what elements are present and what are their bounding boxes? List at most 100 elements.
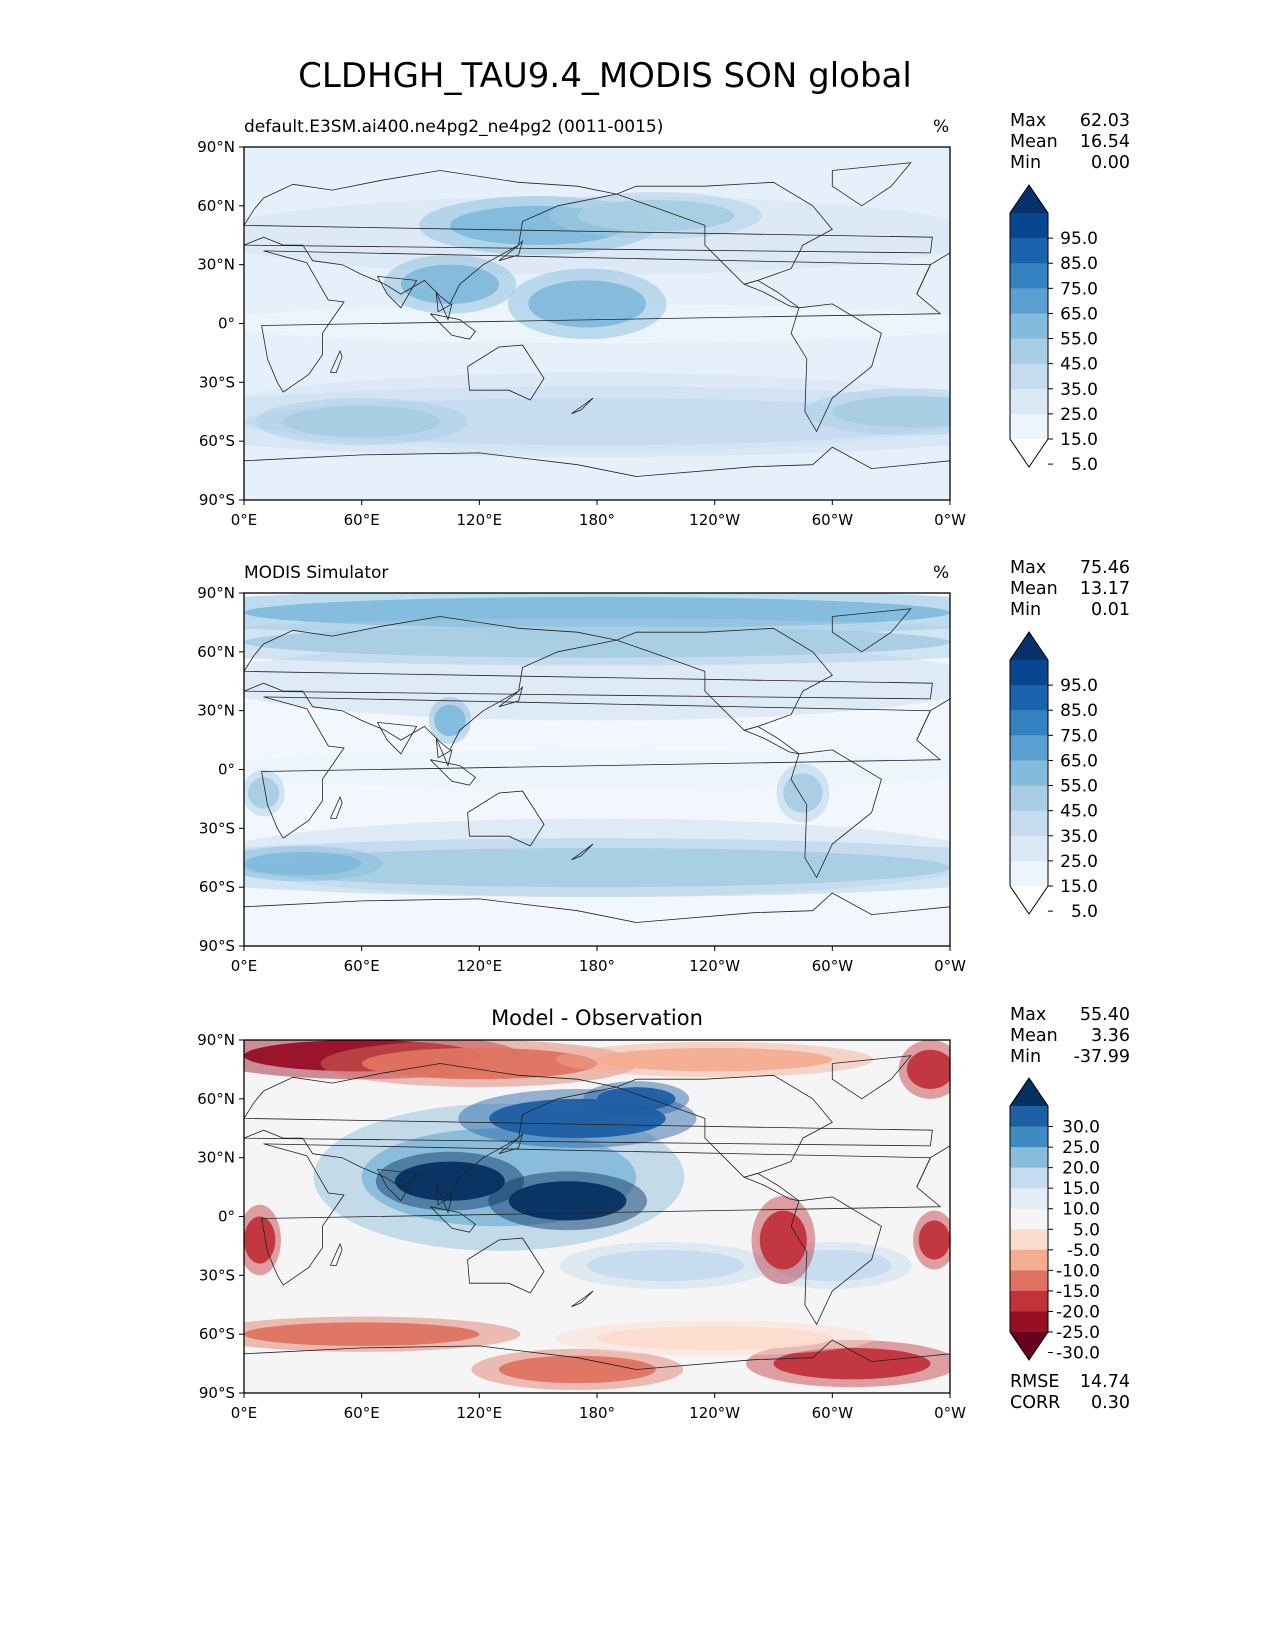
panel3-colorbar-label-6: -5.0 [1067,1241,1100,1261]
panel1-xtick-label-0: 0°E [231,511,258,529]
panel3-colorbar-top-extend [1010,1078,1048,1106]
panel2-ytick-label-6: 90°S [199,937,235,955]
panel3-ytick-label-0: 90°N [197,1031,235,1049]
panel1-colorbar-label-9: 5.0 [1071,455,1098,475]
panel2-xtick-label-1: 60°E [344,957,380,975]
panel1-ytick-label-6: 90°S [199,491,235,509]
panel1-colorbar-seg-5 [1010,338,1048,365]
panel1-stat-max-value: 62.03 [1079,111,1130,131]
panel3-plot: 0°E 60°E 120°E 180° 120°W 60°W 0°W 90°N 60°N 30°N… [197,1031,966,1422]
panel1-colorbar-seg-2 [1010,263,1048,289]
panel2-stat-mean-value: 13.17 [1079,579,1130,599]
panel3-coast-japan [498,1132,524,1155]
panel2-colorbar-seg-6 [1010,810,1048,837]
panel1-coast-africa [261,250,942,393]
panel3-colorbar: 30.025.020.015.010.05.0-5.0-10.0-15.0-20… [1009,1077,1100,1364]
panel3-stat-max-label: Max [1010,1005,1047,1025]
panel1-colorbar-seg-3 [1010,288,1048,314]
panel2-colorbar-label-8: 15.0 [1060,877,1098,897]
panel3-colorbar-label-3: 15.0 [1062,1179,1100,1199]
panel2-ytick-label-5: 60°S [199,878,235,896]
panel3-ytick-label-2: 30°N [197,1149,235,1167]
panel1-colorbar-seg-7 [1010,388,1048,415]
panel3-title: Model - Observation [491,1006,703,1030]
panel2-coast-seasia [435,737,453,767]
panel1-coast-seasia [435,291,453,321]
panel3-ytick-label-6: 90°S [199,1384,235,1402]
panel3-coast-eurasia [244,1063,933,1198]
panel3-coast-africa-west [916,1145,950,1188]
panel3-corr-value: 0.30 [1091,1393,1130,1413]
panel3-xtick-label-3: 180° [579,1404,615,1422]
panel2-blob-2 [244,847,950,888]
panel2-xtick-label-6: 0°W [934,957,966,975]
panel3-coast-australia [467,1237,545,1294]
panel3-rmse-value: 14.74 [1079,1372,1130,1392]
panel2-blob-0 [244,596,950,629]
panel2-colorbar-label-2: 75.0 [1060,726,1098,746]
panel3-coast-madagascar [329,1242,343,1266]
panel3-blob-11 [759,1210,807,1270]
panel1-ytick-label-5: 60°S [199,432,235,450]
panel1-coast-japan [498,239,524,262]
panel2-band-0 [244,642,950,721]
panel1-coast-eurasia [244,170,933,305]
panel3-blob-15 [498,1355,656,1384]
panel3-colorbar-seg-1 [1010,1126,1048,1148]
panel1-xtick-label-5: 60°W [812,511,854,529]
panel2-colorbar-label-4: 55.0 [1060,777,1098,797]
panel3-stat-max-value: 55.40 [1079,1005,1130,1025]
panel1-coast-indonesia [430,313,476,340]
panel2-ytick-label-3: 0° [218,761,235,779]
panel1-blob-2 [577,199,735,232]
panel2-colorbar-label-6: 35.0 [1060,827,1098,847]
panel2-colorbar-seg-7 [1010,835,1048,862]
panel2-colorbar-bottom-extend [1010,886,1048,914]
panel1-blob-6 [832,396,950,428]
panel3-blob-8 [508,1181,627,1221]
panel3-coast-north-america [616,1074,833,1178]
panel1-stat-mean-value: 16.54 [1079,132,1130,152]
panel1-units: % [933,117,950,137]
panel1-ytick-label-0: 90°N [197,138,235,156]
panel3-colorbar-seg-9 [1010,1290,1048,1312]
figure-title: CLDHGH_TAU9.4_MODIS SON global [298,56,912,96]
panel2-colorbar-label-0: 95.0 [1060,676,1098,696]
panel2-colorbar-label-1: 85.0 [1060,701,1098,721]
panel2-xtick-label-3: 180° [579,957,615,975]
panel2-coast-indonesia [430,759,476,786]
panel2-colorbar-seg-4 [1010,760,1048,787]
panel3-xtick-label-4: 120°W [689,1404,740,1422]
panel3-colorbar-label-8: -15.0 [1056,1282,1100,1302]
panel1-colorbar-seg-6 [1010,363,1048,390]
panel1-title: default.E3SM.ai400.ne4pg2_ne4pg2 (0011-0… [244,117,664,137]
panel1-colorbar-label-1: 85.0 [1060,254,1098,274]
panel3-colorbar-label-4: 10.0 [1062,1200,1100,1220]
panel2-xtick-label-2: 120°E [457,957,503,975]
panel2-coast-antarctica [244,892,950,946]
panel3-colorbar-label-7: -10.0 [1056,1261,1100,1281]
panel1-colorbar: 95.0 85.0 75.0 65.0 55.0 45.0 35.0 25.0 15.0 5.0 [1009,184,1098,475]
panel3-colorbar-label-0: 30.0 [1062,1118,1100,1138]
panel2-ytick-label-1: 60°N [197,643,235,661]
panel2-stat-min-value: 0.01 [1091,600,1130,620]
panel1-coast-africa-west [916,252,950,295]
panel2-stat-max-label: Max [1010,558,1047,578]
panel3-colorbar-seg-5 [1010,1208,1048,1230]
panel3-coast-seasia [435,1184,453,1214]
panel3-xtick-label-2: 120°E [457,1404,503,1422]
panel2-coast-eurasia [244,616,933,751]
panel3-ytick-label-3: 0° [218,1208,235,1226]
panel2-stat-min-label: Min [1010,600,1042,620]
panel2-colorbar-seg-8 [1010,860,1048,887]
panel2-colorbar: 95.0 85.0 75.0 65.0 55.0 45.0 35.0 25.0 15.0 5.0 [1009,631,1098,922]
panel1-colorbar-label-8: 15.0 [1060,430,1098,450]
panel2-colorbar-label-5: 45.0 [1060,802,1098,822]
panel2-title: MODIS Simulator [244,563,389,583]
panel1-blob-5 [283,405,441,438]
panel1-colorbar-label-2: 75.0 [1060,279,1098,299]
panel2-xtick-label-4: 120°W [689,957,740,975]
panel3-colorbar-seg-2 [1010,1147,1048,1169]
panel3-coast-indonesia [430,1206,476,1233]
panel3-colorbar-label-1: 25.0 [1062,1138,1100,1158]
